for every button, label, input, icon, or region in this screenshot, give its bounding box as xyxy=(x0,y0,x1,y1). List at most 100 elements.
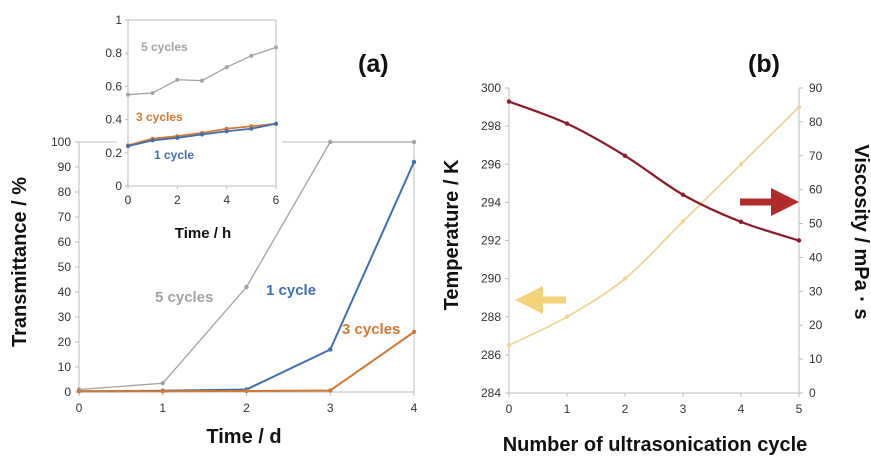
inset-data-point xyxy=(274,45,278,50)
data-point xyxy=(680,219,686,224)
data-point xyxy=(411,329,417,335)
data-point xyxy=(796,238,802,243)
panel-a-label: (a) xyxy=(358,50,389,78)
panel-b-y-tick-label: 286 xyxy=(481,348,501,362)
panel-b-y-tick-label: 298 xyxy=(481,119,501,133)
inset-data-point xyxy=(200,78,204,83)
inset-data-point xyxy=(175,135,180,140)
panel-a-y-tick-label: 80 xyxy=(58,185,72,199)
data-point xyxy=(622,276,628,281)
data-point xyxy=(328,388,333,393)
data-point xyxy=(160,389,165,394)
panel-b-y2-tick-label: 0 xyxy=(809,386,816,400)
inset-data-point xyxy=(175,77,180,82)
panel-b-y2-tick-label: 50 xyxy=(809,217,823,231)
inset-y-tick-label: 0.4 xyxy=(105,113,122,127)
inset-y-tick-label: 0 xyxy=(115,179,122,193)
panel-b-y2-tick-label: 90 xyxy=(809,81,823,95)
panel-a-x-tick-label: 3 xyxy=(327,401,334,415)
panel-a-y-tick-label: 60 xyxy=(58,235,72,249)
panel-b-y-tick-label: 300 xyxy=(481,81,501,95)
series-curve xyxy=(508,100,800,242)
panel-a-inset: 0 0.2 0.4 0.6 0.8 1 0 2 4 6 5 cycles 3 cycles 1 c… xyxy=(105,12,282,242)
data-point xyxy=(160,381,165,386)
panel-b-x-tick-label: 0 xyxy=(506,402,513,416)
series-label-3-cycles: 3 cycles xyxy=(342,321,400,338)
panel-b-x-tick-label: 3 xyxy=(680,402,687,416)
panel-b-y-tick-label: 292 xyxy=(481,234,501,248)
inset-x-axis-title: Time / h xyxy=(175,225,231,242)
panel-b-label: (b) xyxy=(748,50,780,78)
panel-a-series xyxy=(76,139,417,394)
panel-b: 2842862882902922942962983000102030405060… xyxy=(441,50,871,456)
inset-x-tick-label: 2 xyxy=(174,193,181,207)
panel-b-y-tick-label: 294 xyxy=(481,195,501,209)
inset-y-tick-label: 0.6 xyxy=(105,79,122,93)
panel-b-x-tick-label: 4 xyxy=(738,402,745,416)
data-point xyxy=(680,192,686,197)
inset-x-tick-label: 4 xyxy=(223,193,230,207)
panel-b-ticks: 2842862882902922942962983000102030405060… xyxy=(481,81,823,416)
data-point xyxy=(244,388,249,394)
panel-a-y-tick-label: 50 xyxy=(58,260,72,274)
inset-label-5-cycles: 5 cycles xyxy=(141,40,188,54)
panel-b-y-tick-label: 290 xyxy=(481,272,501,286)
data-point xyxy=(328,139,333,145)
panel-b-y2-tick-label: 80 xyxy=(809,115,823,129)
panel-a-x-axis-title: Time / d xyxy=(206,426,281,448)
panel-b-x-tick-label: 5 xyxy=(796,402,803,416)
inset-x-tick-label: 6 xyxy=(273,193,280,207)
panel-b-y2-tick-label: 10 xyxy=(809,352,823,366)
inset-x-tick-label: 0 xyxy=(125,193,132,207)
inset-y-tick-label: 0.2 xyxy=(105,146,122,160)
panel-a-y-axis-title: Transmittance / % xyxy=(9,177,31,347)
panel-b-y-tick-label: 296 xyxy=(481,157,501,171)
data-point xyxy=(564,314,570,319)
panel-a-y-tick-label: 0 xyxy=(64,385,71,399)
inset-data-point xyxy=(150,91,155,96)
panel-b-x-tick-label: 1 xyxy=(564,402,571,416)
data-point xyxy=(506,99,512,104)
panel-a-y-tick-label: 90 xyxy=(58,160,72,174)
panel-a-y-tick-label: 20 xyxy=(58,335,72,349)
inset-label-3-cycles: 3 cycles xyxy=(136,110,183,124)
panel-a-y-tick-label: 10 xyxy=(58,360,72,374)
panel-b-y2-tick-label: 30 xyxy=(809,284,823,298)
inset-data-point xyxy=(150,138,155,143)
inset-label-1-cycle: 1 cycle xyxy=(154,148,194,162)
panel-a-y-tick-label: 40 xyxy=(58,285,72,299)
panel-a-y-tick-label: 70 xyxy=(58,210,72,224)
panel-b-y2-tick-label: 60 xyxy=(809,183,823,197)
inset-series xyxy=(126,45,278,149)
panel-b-y2-tick-label: 40 xyxy=(809,250,823,264)
data-point xyxy=(622,153,628,158)
panel-b-y2-axis-title: Viscosity / mPa · s xyxy=(850,144,871,319)
panel-b-y-tick-label: 288 xyxy=(481,310,501,324)
series-curve xyxy=(508,106,800,347)
inset-y-tick-label: 1 xyxy=(115,13,122,27)
inset-data-point xyxy=(126,144,130,149)
series-line xyxy=(79,331,415,393)
inset-data-point xyxy=(224,129,229,134)
data-point xyxy=(738,219,744,225)
panel-b-x-axis-title: Number of ultrasonication cycle xyxy=(503,434,808,456)
panel-b-y2-tick-label: 70 xyxy=(809,149,823,163)
data-point xyxy=(76,389,82,394)
inset-data-point xyxy=(200,132,204,137)
data-point xyxy=(506,343,512,348)
panel-a-y-tick-label: 100 xyxy=(51,135,71,149)
inset-data-point xyxy=(249,126,254,131)
series-label-1-cycle: 1 cycle xyxy=(266,282,316,299)
panel-a-y-tick-label: 30 xyxy=(58,310,72,324)
panel-b-y-tick-label: 284 xyxy=(481,386,501,400)
inset-data-point xyxy=(249,53,254,58)
inset-background xyxy=(117,12,282,197)
series-label-5-cycles: 5 cycles xyxy=(155,289,213,306)
panel-b-x-tick-label: 2 xyxy=(622,402,629,416)
panel-a-x-tick-label: 1 xyxy=(159,401,166,415)
panel-b-axes xyxy=(505,87,803,397)
data-point xyxy=(738,162,744,167)
